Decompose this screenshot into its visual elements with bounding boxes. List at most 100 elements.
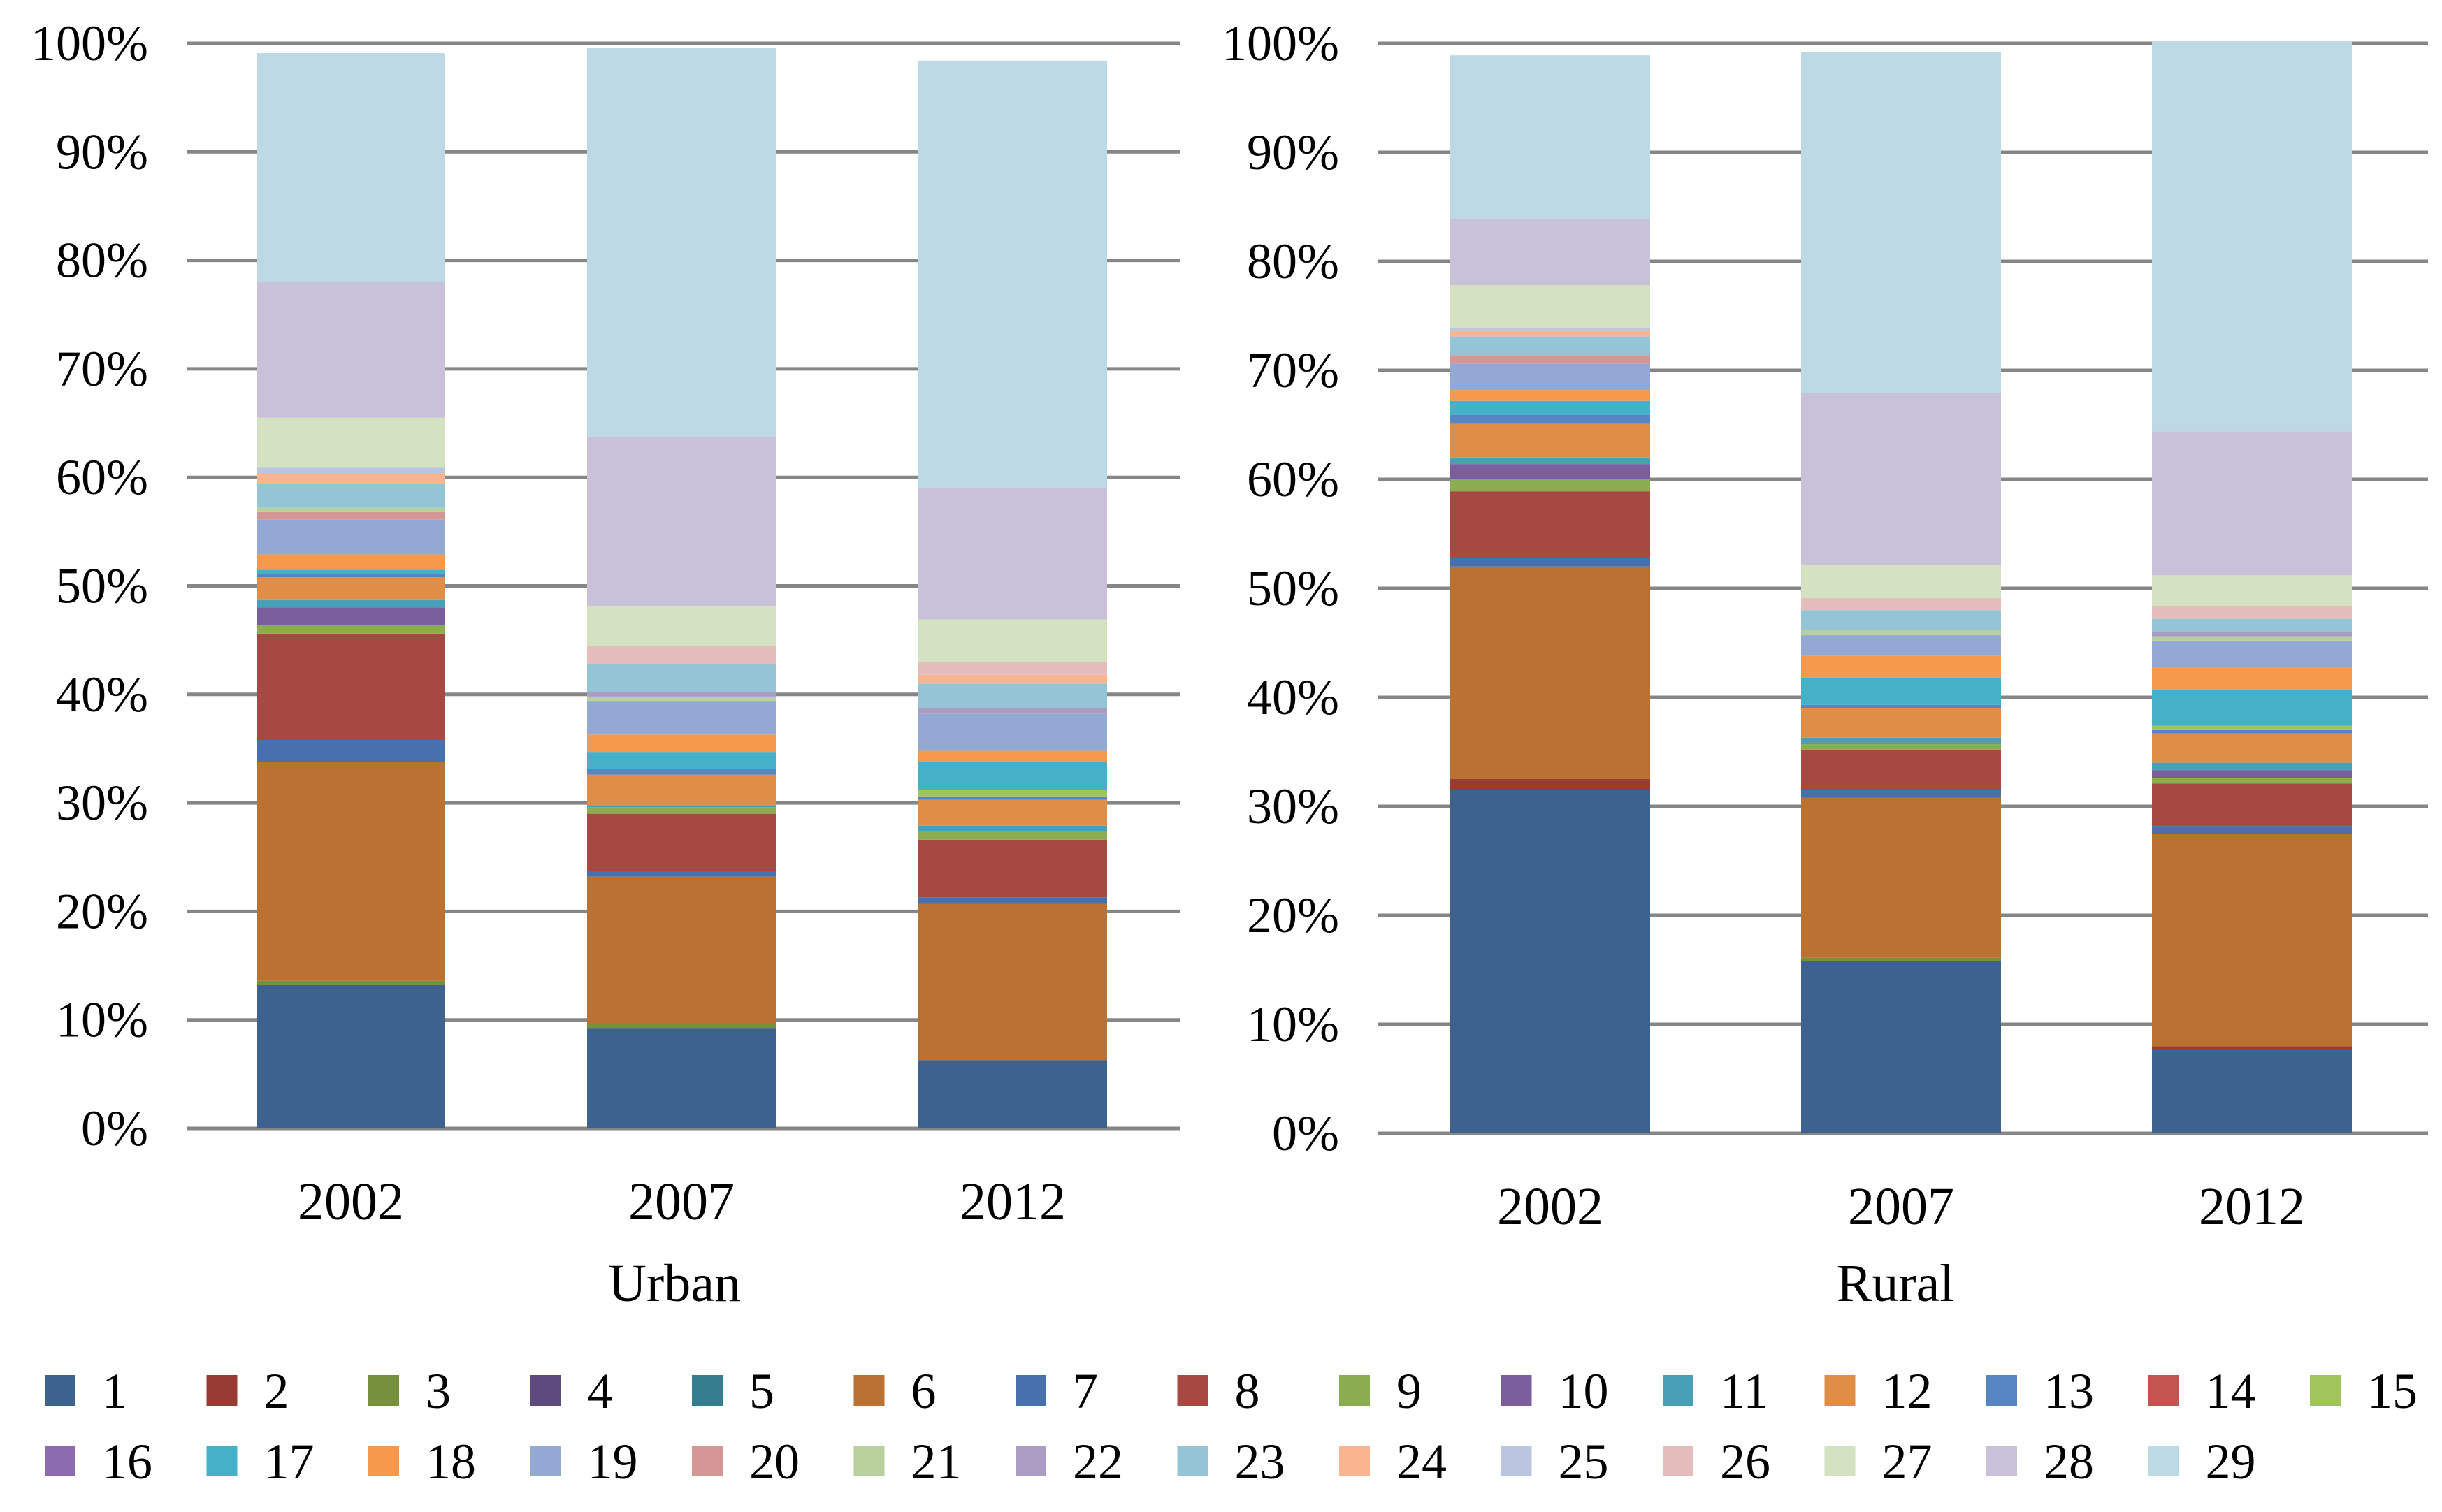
bar-segment-9 <box>587 807 776 814</box>
legend-swatch <box>1986 1375 2017 1406</box>
legend-item: 22 <box>1016 1434 1123 1490</box>
legend-swatch <box>692 1446 723 1476</box>
legend-label: 17 <box>264 1434 315 1490</box>
bar-segment-17 <box>1801 677 2001 705</box>
legend-swatch <box>1986 1446 2017 1476</box>
bar-segment-7 <box>918 897 1107 904</box>
bar-segment-26 <box>918 662 1107 675</box>
bar-segment-28 <box>1450 219 1650 286</box>
bar-segment-26 <box>2152 605 2352 619</box>
bar-segment-29 <box>587 48 776 437</box>
y-tick-label: 0% <box>81 1100 148 1156</box>
bar-segment-17 <box>918 762 1107 790</box>
y-tick-label: 80% <box>56 233 148 289</box>
bar-stack-2002 <box>1450 55 1650 1133</box>
bar-segment-17 <box>587 752 776 769</box>
legend-swatch <box>368 1446 399 1476</box>
legend-swatch <box>1016 1375 1046 1406</box>
legend-label: 6 <box>911 1363 937 1419</box>
bar-segment-8 <box>1450 491 1650 558</box>
bar-segment-11 <box>918 825 1107 831</box>
legend-label: 20 <box>749 1434 800 1490</box>
bar-segment-27 <box>2152 575 2352 606</box>
legend-item: 23 <box>1177 1434 1285 1490</box>
panel-title: Urban <box>608 1254 741 1313</box>
legend-item: 17 <box>206 1434 315 1490</box>
bar-segment-10 <box>1450 464 1650 479</box>
y-tick-label: 50% <box>56 558 148 614</box>
bar-segment-20 <box>257 511 445 520</box>
legend-label: 28 <box>2044 1434 2094 1490</box>
bar-segment-9 <box>918 831 1107 840</box>
bar-stack-2002 <box>257 52 445 1128</box>
y-tick-label: 100% <box>31 15 148 71</box>
bar-segment-6 <box>1450 566 1650 779</box>
bar-segment-29 <box>2152 41 2352 432</box>
bar-segment-19 <box>587 701 776 735</box>
bar-segment-17 <box>257 569 445 574</box>
bar-segment-18 <box>1801 655 2001 678</box>
legend-label: 23 <box>1235 1434 1285 1490</box>
legend-item: 3 <box>368 1363 451 1419</box>
bar-segment-29 <box>918 60 1107 488</box>
bar-segment-19 <box>257 519 445 555</box>
bar-segment-12 <box>918 799 1107 826</box>
bar-segment-12 <box>1450 423 1650 458</box>
legend-item: 15 <box>2310 1363 2418 1419</box>
bar-segment-13 <box>1801 704 2001 708</box>
bar-segment-13 <box>2152 729 2352 734</box>
bar-segment-7 <box>1801 790 2001 798</box>
bar-segment-19 <box>2152 640 2352 668</box>
bar-segment-11 <box>1801 737 2001 745</box>
bar-segment-8 <box>587 813 776 871</box>
bar-segment-3 <box>1801 957 2001 961</box>
rural-panel: 0% 10% 20% 30% 40% 50% 60% 70% 80% 90% 100% 2002 200… <box>1222 15 2428 1313</box>
y-tick-label: 10% <box>1247 996 1339 1052</box>
bar-segment-8 <box>257 633 445 741</box>
legend-swatch <box>1177 1375 1208 1406</box>
legend-label: 2 <box>264 1363 289 1419</box>
bar-segment-18 <box>1450 390 1650 401</box>
bar-segment-27 <box>257 417 445 468</box>
bar-segment-1 <box>1450 790 1650 1133</box>
bar-segment-23 <box>1450 336 1650 356</box>
bar-segment-18 <box>918 750 1107 762</box>
legend-item: 27 <box>1824 1434 1932 1490</box>
legend-swatch <box>45 1446 75 1476</box>
legend-item: 29 <box>2148 1434 2256 1490</box>
legend-swatch <box>1824 1446 1856 1476</box>
bar-segment-9 <box>2152 778 2352 784</box>
bar-segment-9 <box>1450 479 1650 492</box>
legend-swatch <box>206 1446 238 1476</box>
legend-item: 19 <box>530 1434 638 1490</box>
urban-panel: 0% 10% 20% 30% 40% 50% 60% 70% 80% 90% 100% 2002 200… <box>31 15 1180 1313</box>
legend-swatch <box>2148 1375 2179 1406</box>
legend-item: 8 <box>1177 1363 1260 1419</box>
bar-stack-2007 <box>587 48 776 1128</box>
legend-item: 4 <box>530 1363 613 1419</box>
bar-segment-26 <box>1801 598 2001 611</box>
legend-item: 21 <box>853 1434 962 1490</box>
legend-swatch <box>45 1375 75 1406</box>
bar-segment-27 <box>918 619 1107 662</box>
legend-label: 12 <box>1882 1363 1932 1419</box>
legend-item: 20 <box>692 1434 800 1490</box>
y-tick-label: 40% <box>1247 669 1339 725</box>
bar-segment-18 <box>587 734 776 753</box>
bar-segment-28 <box>257 282 445 418</box>
legend-swatch <box>368 1375 399 1406</box>
bar-segment-15 <box>2152 725 2352 730</box>
bar-segment-11 <box>587 805 776 808</box>
bar-segment-6 <box>2152 834 2352 1047</box>
bar-segment-12 <box>1801 708 2001 738</box>
legend-label: 21 <box>911 1434 962 1490</box>
panel-title: Rural <box>1837 1254 1955 1313</box>
bar-segment-1 <box>257 985 445 1128</box>
bar-segment-24 <box>1450 330 1650 337</box>
bar-segment-12 <box>2152 733 2352 763</box>
x-tick-label: 2007 <box>1848 1177 1954 1236</box>
bar-segment-1 <box>918 1060 1107 1128</box>
legend-swatch <box>1501 1446 1532 1476</box>
bar-segment-1 <box>1801 961 2001 1133</box>
